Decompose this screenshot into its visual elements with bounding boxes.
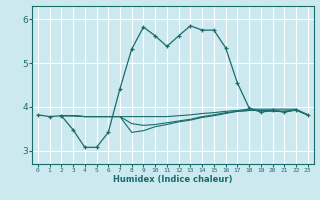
X-axis label: Humidex (Indice chaleur): Humidex (Indice chaleur) <box>113 175 233 184</box>
